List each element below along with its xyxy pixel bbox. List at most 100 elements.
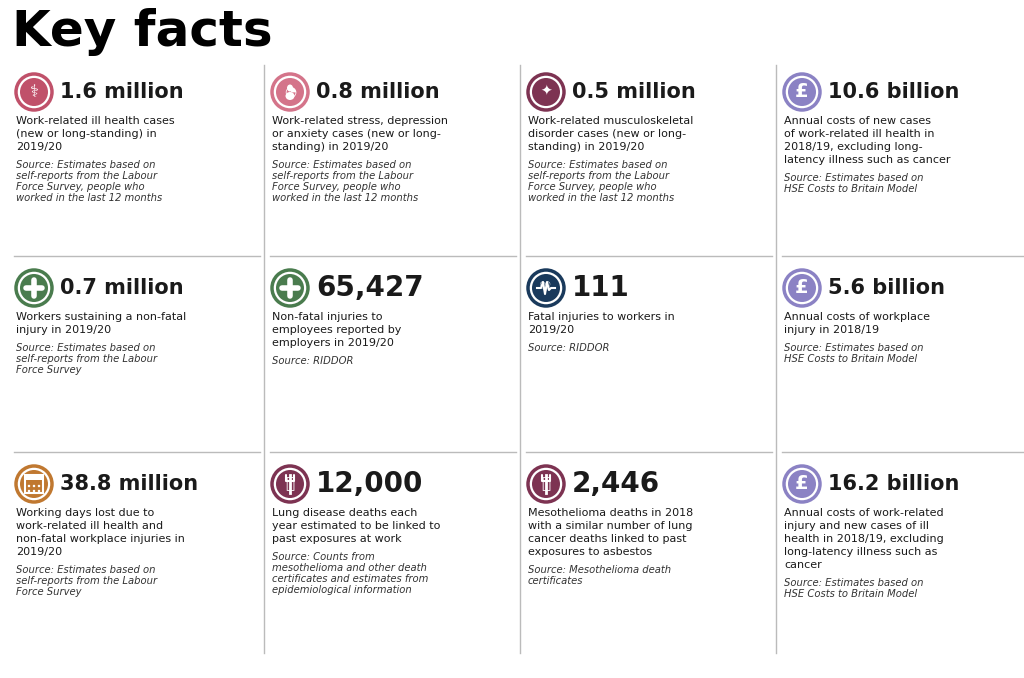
Text: £: £ — [796, 474, 809, 493]
Ellipse shape — [16, 74, 52, 110]
Text: non-fatal workplace injuries in: non-fatal workplace injuries in — [16, 534, 185, 544]
Text: disorder cases (new or long-: disorder cases (new or long- — [528, 129, 686, 139]
Text: 2019/20: 2019/20 — [16, 142, 62, 152]
Ellipse shape — [528, 466, 564, 502]
Text: 10.6 billion: 10.6 billion — [828, 82, 959, 102]
Ellipse shape — [33, 490, 35, 492]
Text: ♡: ♡ — [539, 281, 551, 295]
Text: ◔: ◔ — [284, 84, 296, 98]
Ellipse shape — [532, 78, 560, 106]
Text: Source: RIDDOR: Source: RIDDOR — [528, 343, 609, 353]
Text: Force Survey, people who: Force Survey, people who — [16, 182, 144, 192]
Ellipse shape — [276, 274, 304, 302]
Text: self-reports from the Labour: self-reports from the Labour — [16, 354, 157, 364]
Text: Force Survey: Force Survey — [16, 587, 82, 597]
Text: £: £ — [796, 82, 809, 101]
Text: work-related ill health and: work-related ill health and — [16, 521, 163, 531]
Text: 12,000: 12,000 — [316, 470, 423, 498]
Text: Source: Counts from: Source: Counts from — [272, 552, 375, 562]
Ellipse shape — [272, 466, 308, 502]
Text: Fatal injuries to workers in: Fatal injuries to workers in — [528, 312, 675, 322]
Text: 2,446: 2,446 — [572, 470, 660, 498]
Ellipse shape — [28, 490, 31, 492]
Ellipse shape — [528, 74, 564, 110]
Ellipse shape — [788, 470, 816, 498]
Ellipse shape — [20, 274, 48, 302]
Text: ✦: ✦ — [541, 85, 552, 99]
Text: standing) in 2019/20: standing) in 2019/20 — [528, 142, 644, 152]
Text: certificates: certificates — [528, 576, 584, 586]
Text: Work-related ill health cases: Work-related ill health cases — [16, 116, 175, 126]
Ellipse shape — [276, 470, 304, 498]
Text: £: £ — [796, 278, 809, 297]
Text: 38.8 million: 38.8 million — [60, 474, 198, 494]
Text: 2019/20: 2019/20 — [16, 547, 62, 557]
Text: Force Survey, people who: Force Survey, people who — [272, 182, 400, 192]
Text: Source: Estimates based on: Source: Estimates based on — [784, 173, 924, 183]
Text: employees reported by: employees reported by — [272, 325, 401, 335]
Text: worked in the last 12 months: worked in the last 12 months — [272, 193, 418, 203]
Text: 2018/19, excluding long-: 2018/19, excluding long- — [784, 142, 923, 152]
Ellipse shape — [20, 470, 48, 498]
Ellipse shape — [38, 490, 40, 492]
Text: injury and new cases of ill: injury and new cases of ill — [784, 521, 929, 531]
Text: past exposures at work: past exposures at work — [272, 534, 401, 544]
Text: Source: Estimates based on: Source: Estimates based on — [272, 160, 412, 170]
Ellipse shape — [16, 466, 52, 502]
Ellipse shape — [28, 485, 31, 487]
Text: health in 2018/19, excluding: health in 2018/19, excluding — [784, 534, 944, 544]
Text: mesothelioma and other death: mesothelioma and other death — [272, 563, 427, 573]
FancyBboxPatch shape — [25, 475, 43, 480]
Ellipse shape — [784, 270, 820, 306]
Text: worked in the last 12 months: worked in the last 12 months — [16, 193, 162, 203]
Text: ⑁: ⑁ — [542, 477, 551, 492]
Ellipse shape — [33, 485, 35, 487]
Ellipse shape — [532, 470, 560, 498]
Text: HSE Costs to Britain Model: HSE Costs to Britain Model — [784, 589, 918, 599]
Text: Source: RIDDOR: Source: RIDDOR — [272, 356, 353, 366]
Text: 0.7 million: 0.7 million — [60, 278, 183, 298]
Text: Non-fatal injuries to: Non-fatal injuries to — [272, 312, 383, 322]
Text: Work-related musculoskeletal: Work-related musculoskeletal — [528, 116, 693, 126]
Text: exposures to asbestos: exposures to asbestos — [528, 547, 652, 557]
Text: epidemiological information: epidemiological information — [272, 585, 412, 595]
Ellipse shape — [272, 74, 308, 110]
Text: Key facts: Key facts — [12, 8, 272, 56]
Text: HSE Costs to Britain Model: HSE Costs to Britain Model — [784, 354, 918, 364]
Text: Source: Mesothelioma death: Source: Mesothelioma death — [528, 565, 671, 575]
Text: or anxiety cases (new or long-: or anxiety cases (new or long- — [272, 129, 441, 139]
Text: 0.5 million: 0.5 million — [572, 82, 695, 102]
Text: Force Survey: Force Survey — [16, 365, 82, 375]
Text: 0.8 million: 0.8 million — [316, 82, 439, 102]
Text: Source: Estimates based on: Source: Estimates based on — [16, 343, 156, 353]
Text: 1.6 million: 1.6 million — [60, 82, 183, 102]
Ellipse shape — [528, 270, 564, 306]
Text: Work-related stress, depression: Work-related stress, depression — [272, 116, 449, 126]
Text: injury in 2019/20: injury in 2019/20 — [16, 325, 112, 335]
Text: standing) in 2019/20: standing) in 2019/20 — [272, 142, 388, 152]
Text: ⑁: ⑁ — [286, 477, 295, 492]
Text: Working days lost due to: Working days lost due to — [16, 508, 155, 518]
Text: injury in 2018/19: injury in 2018/19 — [784, 325, 880, 335]
Text: employers in 2019/20: employers in 2019/20 — [272, 338, 394, 348]
Text: 111: 111 — [572, 274, 630, 302]
Text: Annual costs of new cases: Annual costs of new cases — [784, 116, 931, 126]
Ellipse shape — [286, 92, 295, 100]
Ellipse shape — [287, 85, 293, 92]
Ellipse shape — [276, 78, 304, 106]
Text: self-reports from the Labour: self-reports from the Labour — [528, 171, 669, 181]
Text: worked in the last 12 months: worked in the last 12 months — [528, 193, 674, 203]
Ellipse shape — [788, 274, 816, 302]
Text: Force Survey, people who: Force Survey, people who — [528, 182, 656, 192]
Ellipse shape — [16, 270, 52, 306]
Ellipse shape — [272, 270, 308, 306]
Text: (new or long-standing) in: (new or long-standing) in — [16, 129, 157, 139]
Text: self-reports from the Labour: self-reports from the Labour — [16, 576, 157, 586]
Text: Annual costs of work-related: Annual costs of work-related — [784, 508, 944, 518]
Text: cancer: cancer — [784, 560, 821, 570]
Ellipse shape — [38, 485, 40, 487]
Text: HSE Costs to Britain Model: HSE Costs to Britain Model — [784, 184, 918, 194]
Text: Source: Estimates based on: Source: Estimates based on — [528, 160, 668, 170]
Text: Mesothelioma deaths in 2018: Mesothelioma deaths in 2018 — [528, 508, 693, 518]
Text: 16.2 billion: 16.2 billion — [828, 474, 959, 494]
